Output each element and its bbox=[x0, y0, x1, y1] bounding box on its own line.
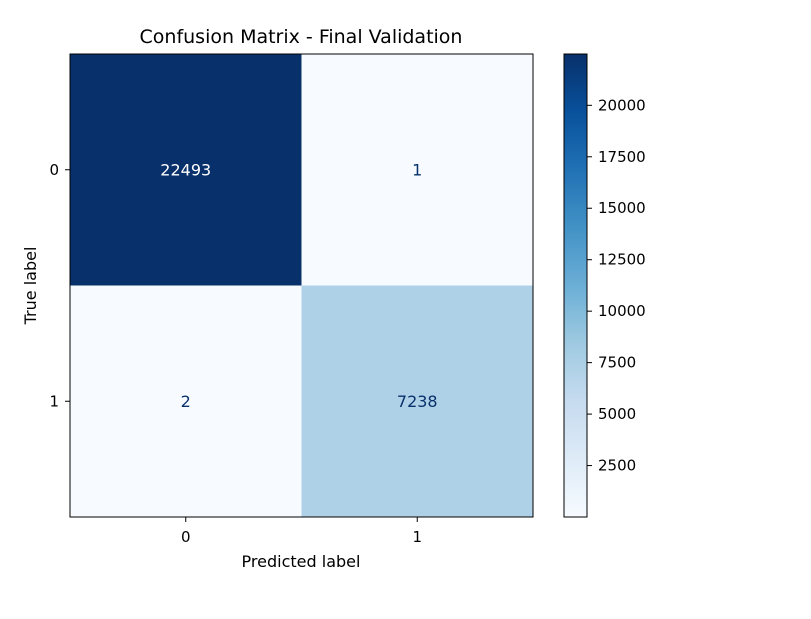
colorbar-tick-label-4: 12500 bbox=[598, 251, 646, 269]
colorbar-tick-label-0: 2500 bbox=[598, 457, 636, 475]
matrix-cells: 22493 1 2 7238 bbox=[70, 54, 533, 517]
y-axis-label: True label bbox=[21, 247, 40, 326]
cell-value-label-0-0: 22493 bbox=[160, 160, 211, 179]
matrix-cell-0-0 bbox=[70, 54, 302, 286]
cell-value-label-1-0: 2 bbox=[181, 392, 191, 411]
y-tick-label-0: 0 bbox=[49, 161, 59, 179]
cell-value-label-0-1: 1 bbox=[412, 160, 422, 179]
colorbar-tick-label-6: 17500 bbox=[598, 148, 646, 166]
colorbar-tick-label-2: 7500 bbox=[598, 354, 636, 372]
y-tick-label-1: 1 bbox=[49, 392, 59, 410]
colorbar bbox=[563, 53, 588, 518]
colorbar-ticks: 2500 5000 7500 10000 12500 15000 17500 20000 bbox=[587, 96, 646, 475]
matrix-cell-1-1 bbox=[301, 285, 533, 517]
y-axis-ticks: 01 bbox=[49, 161, 70, 410]
x-tick-label-0: 0 bbox=[181, 528, 191, 546]
matrix-cell-1-0 bbox=[70, 285, 302, 517]
colorbar-tick-label-3: 10000 bbox=[598, 302, 646, 320]
x-axis-label: Predicted label bbox=[242, 552, 361, 571]
x-tick-label-1: 1 bbox=[412, 528, 422, 546]
colorbar-tick-label-1: 5000 bbox=[598, 405, 636, 423]
chart-title: Confusion Matrix - Final Validation bbox=[140, 26, 463, 48]
colorbar-tick-label-7: 20000 bbox=[598, 96, 646, 114]
matrix-cell-0-1 bbox=[301, 54, 533, 286]
colorbar-tick-label-5: 15000 bbox=[598, 199, 646, 217]
cell-value-label-1-1: 7238 bbox=[397, 392, 438, 411]
plot-frame bbox=[69, 53, 534, 518]
